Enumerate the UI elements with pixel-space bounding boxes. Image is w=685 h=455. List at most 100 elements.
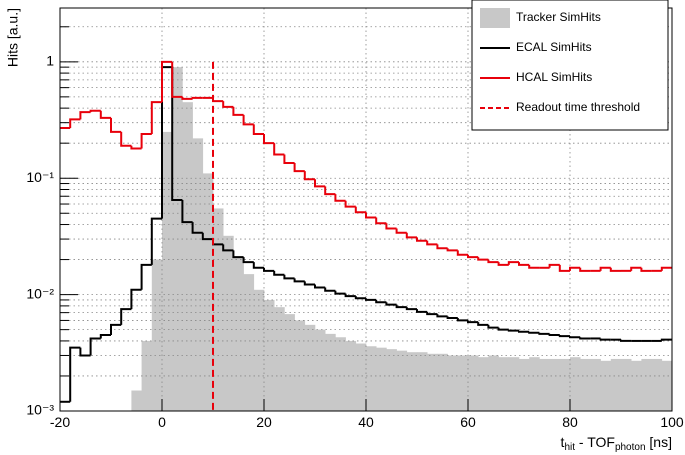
histogram-step bbox=[365, 212, 377, 219]
histogram-step bbox=[130, 288, 142, 310]
histogram-step bbox=[212, 97, 224, 103]
histogram-step bbox=[79, 111, 91, 120]
histogram-step bbox=[171, 67, 183, 201]
histogram-step bbox=[426, 240, 438, 246]
histogram-step bbox=[660, 266, 672, 271]
histogram-step bbox=[467, 320, 479, 324]
histogram-step bbox=[354, 206, 366, 214]
histogram-step bbox=[660, 338, 672, 341]
histogram-step bbox=[528, 331, 540, 334]
histogram-step bbox=[416, 237, 428, 242]
histogram-step bbox=[161, 60, 173, 103]
histogram-step bbox=[579, 337, 591, 340]
histogram-step bbox=[191, 222, 203, 234]
histogram-bar bbox=[427, 353, 438, 411]
histogram-step bbox=[405, 232, 417, 239]
histogram-step bbox=[69, 118, 81, 129]
histogram-step bbox=[456, 317, 468, 322]
histogram-step bbox=[140, 132, 152, 149]
histogram-bar bbox=[559, 358, 571, 411]
histogram-bar bbox=[406, 352, 418, 411]
histogram-step bbox=[507, 329, 519, 332]
histogram-step bbox=[456, 250, 468, 256]
histogram-step bbox=[242, 257, 254, 264]
histogram-bar bbox=[590, 358, 601, 411]
histogram-bar bbox=[131, 390, 142, 411]
histogram-step bbox=[640, 267, 652, 272]
histogram-bar bbox=[570, 357, 581, 411]
histogram-step bbox=[99, 110, 111, 119]
histogram-step bbox=[252, 124, 264, 135]
y-tick-label: 1 bbox=[46, 53, 54, 69]
histogram-bar bbox=[253, 289, 265, 411]
histogram-step bbox=[314, 179, 326, 188]
histogram-step bbox=[487, 259, 499, 264]
histogram-step bbox=[181, 96, 193, 100]
x-axis-label-part: photon bbox=[615, 442, 646, 453]
histogram-bar bbox=[274, 307, 285, 411]
histogram-step bbox=[426, 311, 438, 316]
histogram-step bbox=[110, 323, 122, 335]
x-axis-label-part: - TOF bbox=[575, 434, 615, 450]
histogram-step bbox=[395, 304, 407, 309]
histogram-step bbox=[110, 117, 122, 133]
histogram-bar bbox=[151, 259, 163, 411]
histogram-step bbox=[273, 143, 285, 156]
histogram-step bbox=[507, 261, 519, 265]
histogram-bar bbox=[182, 102, 193, 412]
histogram-step bbox=[375, 299, 387, 304]
histogram-step bbox=[120, 131, 132, 147]
histogram-bar bbox=[621, 358, 632, 411]
histogram-step bbox=[609, 267, 621, 272]
x-tick-label: 40 bbox=[358, 414, 374, 430]
histogram-step bbox=[354, 296, 366, 300]
histogram-step bbox=[252, 262, 264, 269]
histogram-bar bbox=[396, 350, 408, 411]
histogram-step bbox=[293, 278, 305, 283]
histogram-step bbox=[293, 163, 305, 173]
histogram-step bbox=[518, 330, 530, 333]
histogram-step bbox=[181, 199, 193, 224]
histogram-step bbox=[334, 194, 346, 202]
histogram-bar bbox=[304, 324, 316, 411]
histogram-step bbox=[385, 302, 397, 306]
histogram-bar bbox=[192, 138, 204, 411]
histogram-bar bbox=[325, 333, 336, 411]
histogram-bar bbox=[243, 274, 255, 411]
histogram-step bbox=[569, 336, 581, 339]
x-tick-label: 100 bbox=[660, 414, 684, 430]
histogram-step bbox=[263, 133, 275, 145]
histogram-step bbox=[344, 200, 356, 208]
histogram-bar bbox=[355, 343, 367, 411]
histogram-bar bbox=[549, 358, 561, 411]
histogram-step bbox=[150, 217, 162, 265]
histogram-bar bbox=[345, 340, 357, 411]
histogram-step bbox=[222, 244, 234, 252]
histogram-step bbox=[273, 270, 285, 276]
histogram-step bbox=[120, 308, 132, 325]
histogram-step bbox=[538, 332, 550, 335]
histogram-step bbox=[232, 106, 244, 116]
histogram-step bbox=[548, 263, 560, 268]
histogram-step bbox=[263, 267, 275, 272]
histogram-step bbox=[314, 284, 326, 289]
histogram-step bbox=[477, 322, 489, 326]
histogram-step bbox=[303, 281, 315, 286]
histogram-bar bbox=[447, 355, 459, 411]
histogram-bar bbox=[631, 360, 642, 411]
histogram-bar bbox=[162, 131, 173, 411]
histogram-bar bbox=[386, 349, 397, 411]
y-axis-label: Hits [a.u.] bbox=[5, 8, 21, 67]
histogram-step bbox=[375, 217, 387, 225]
histogram-step bbox=[69, 346, 81, 402]
histogram-step bbox=[416, 309, 428, 313]
histogram-step bbox=[487, 324, 499, 329]
histogram-step bbox=[405, 307, 417, 311]
histogram-bar bbox=[529, 357, 540, 411]
histogram-step bbox=[324, 287, 336, 292]
histogram-step bbox=[436, 314, 448, 318]
histogram-step bbox=[89, 109, 101, 113]
histogram-step bbox=[99, 333, 111, 339]
histogram-step bbox=[303, 171, 315, 181]
